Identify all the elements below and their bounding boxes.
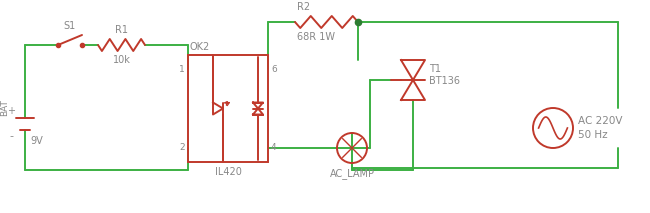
- Text: 6: 6: [271, 65, 277, 73]
- Text: 10k: 10k: [112, 55, 131, 65]
- Text: T1: T1: [429, 64, 441, 74]
- Text: R2: R2: [297, 2, 310, 12]
- Text: IL420: IL420: [214, 167, 241, 177]
- Text: 68R 1W: 68R 1W: [297, 32, 335, 42]
- Text: 50 Hz: 50 Hz: [578, 130, 608, 140]
- Text: +: +: [7, 106, 15, 116]
- Text: -: -: [9, 131, 13, 141]
- Text: 2: 2: [179, 144, 185, 153]
- Text: AC_LAMP: AC_LAMP: [330, 168, 374, 179]
- Text: OK2: OK2: [190, 42, 210, 52]
- Text: AC 220V: AC 220V: [578, 116, 623, 126]
- Text: R1: R1: [115, 25, 128, 35]
- Text: 4: 4: [271, 144, 277, 153]
- Text: BT136: BT136: [429, 76, 460, 86]
- Text: 9V: 9V: [30, 136, 43, 146]
- Text: BAT: BAT: [1, 99, 10, 116]
- Text: 1: 1: [179, 65, 185, 73]
- Bar: [188, 55, 268, 162]
- Text: S1: S1: [64, 21, 76, 31]
